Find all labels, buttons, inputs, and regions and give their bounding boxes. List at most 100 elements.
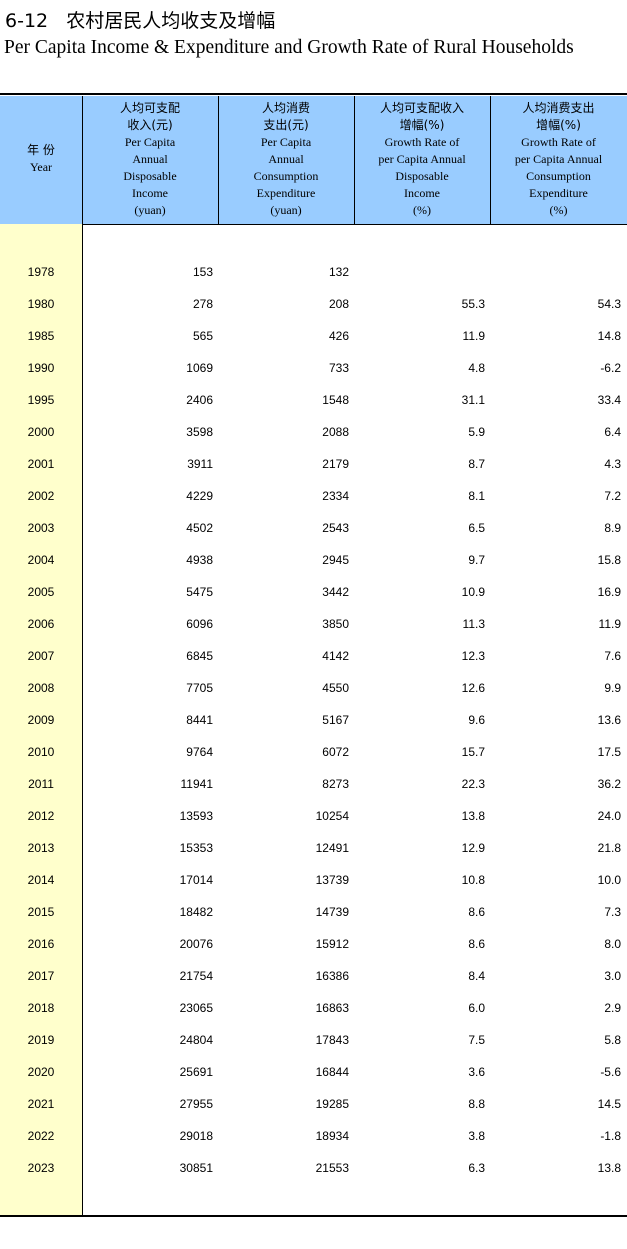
consumption-expenditure-cell: 3442 — [322, 585, 349, 599]
year-cell: 1978 — [27, 265, 55, 279]
table-row: 2014 17014 13739 10.8 10.0 — [0, 864, 627, 896]
income-growth-cell: 12.6 — [461, 681, 485, 695]
header-text: Expenditure — [529, 186, 588, 200]
year-cell: 2000 — [27, 425, 55, 439]
consumption-expenditure-cell: 16844 — [315, 1065, 349, 1079]
header-text: Per Capita — [124, 135, 176, 149]
consumption-expenditure-cell: 4550 — [322, 681, 349, 695]
consumption-expenditure-cell: 5167 — [322, 713, 349, 727]
disposable-income-cell: 2406 — [186, 393, 213, 407]
consumption-expenditure-cell: 16386 — [315, 969, 349, 983]
header-divider — [218, 96, 219, 224]
disposable-income-cell: 3911 — [187, 457, 213, 471]
table-row: 2019 24804 17843 7.5 5.8 — [0, 1024, 627, 1056]
header-text: 支出(元) — [263, 118, 309, 132]
income-growth-cell: 8.1 — [468, 489, 485, 503]
table-row: 2020 25691 16844 3.6 -5.6 — [0, 1056, 627, 1088]
expenditure-growth-cell: -1.8 — [600, 1129, 621, 1143]
table-title-chinese: 6-12 农村居民人均收支及增幅 — [5, 6, 275, 33]
disposable-income-cell: 18482 — [179, 905, 213, 919]
income-growth-cell: 10.9 — [461, 585, 485, 599]
expenditure-growth-cell: 13.8 — [597, 1161, 621, 1175]
table-row: 2015 18482 14739 8.6 7.3 — [0, 896, 627, 928]
consumption-expenditure-cell: 21553 — [315, 1161, 349, 1175]
year-cell: 2001 — [27, 457, 55, 471]
header-text: Disposable — [395, 169, 449, 183]
disposable-income-cell: 1069 — [186, 361, 213, 375]
consumption-expenditure-cell: 2945 — [322, 553, 349, 567]
header-text: 人均可支配 — [119, 101, 180, 115]
consumption-expenditure-cell: 2334 — [322, 489, 349, 503]
table-title-cn-text: 农村居民人均收支及增幅 — [66, 10, 276, 32]
year-cell: 2007 — [27, 649, 55, 663]
header-text: Growth Rate of — [521, 135, 596, 149]
income-growth-cell: 12.3 — [461, 649, 485, 663]
expenditure-growth-cell: 7.6 — [604, 649, 621, 663]
expenditure-growth-cell: 3.0 — [604, 969, 621, 983]
income-growth-cell: 10.8 — [461, 873, 485, 887]
income-growth-cell: 8.4 — [468, 969, 485, 983]
header-text: Annual — [268, 152, 304, 166]
disposable-income-cell: 278 — [192, 297, 213, 311]
income-growth-cell: 11.9 — [462, 329, 485, 343]
header-text: 增幅(%) — [399, 118, 445, 132]
consumption-expenditure-cell: 2179 — [322, 457, 349, 471]
table-row: 2016 20076 15912 8.6 8.0 — [0, 928, 627, 960]
year-cell: 2013 — [27, 841, 55, 855]
year-cell: 1990 — [27, 361, 55, 375]
header-text: Disposable — [123, 169, 177, 183]
consumption-expenditure-cell: 16863 — [315, 1001, 349, 1015]
table-number: 6-12 — [5, 10, 49, 32]
table-row: 2023 30851 21553 6.3 13.8 — [0, 1152, 627, 1184]
table-row: 2005 5475 3442 10.9 16.9 — [0, 576, 627, 608]
consumption-expenditure-cell: 8273 — [322, 777, 349, 791]
disposable-income-cell: 4502 — [186, 521, 213, 535]
expenditure-growth-cell: 8.9 — [604, 521, 621, 535]
disposable-income-cell: 4938 — [186, 553, 213, 567]
expenditure-growth-cell: 21.8 — [597, 841, 621, 855]
header-text: 人均可支配收入 — [379, 101, 464, 115]
disposable-income-cell: 8441 — [186, 713, 213, 727]
table-row: 2010 9764 6072 15.7 17.5 — [0, 736, 627, 768]
table-row: 2021 27955 19285 8.8 14.5 — [0, 1088, 627, 1120]
consumption-expenditure-cell: 12491 — [315, 841, 349, 855]
consumption-expenditure-cell: 1548 — [322, 393, 349, 407]
disposable-income-cell: 21754 — [179, 969, 213, 983]
year-cell: 2018 — [27, 1001, 55, 1015]
expenditure-growth-cell: 11.9 — [598, 617, 621, 631]
disposable-income-cell: 25691 — [179, 1065, 213, 1079]
income-growth-cell: 13.8 — [461, 809, 485, 823]
expenditure-growth-cell: 14.5 — [597, 1097, 621, 1111]
year-cell: 2020 — [27, 1065, 55, 1079]
income-growth-cell: 12.9 — [461, 841, 485, 855]
expenditure-growth-cell: 8.0 — [604, 937, 621, 951]
disposable-income-cell: 29018 — [179, 1129, 213, 1143]
disposable-income-cell: 7705 — [186, 681, 213, 695]
table-header: 年 份 Year 人均可支配 收入(元) Per Capita Annual D… — [0, 96, 627, 224]
year-cell: 1985 — [27, 329, 55, 343]
header-text: Annual — [132, 152, 168, 166]
expenditure-growth-cell: 6.4 — [604, 425, 621, 439]
header-divider — [354, 96, 355, 224]
year-cell: 2008 — [27, 681, 55, 695]
header-text: Growth Rate of — [384, 135, 460, 149]
table-row: 1990 1069 733 4.8 -6.2 — [0, 352, 627, 384]
expenditure-growth-cell: 5.8 — [604, 1033, 621, 1047]
expenditure-growth-cell: -6.2 — [600, 361, 621, 375]
income-growth-cell: 4.8 — [468, 361, 485, 375]
table-row: 2011 11941 8273 22.3 36.2 — [0, 768, 627, 800]
year-cell: 2005 — [27, 585, 55, 599]
disposable-income-cell: 565 — [192, 329, 213, 343]
table-row: 2017 21754 16386 8.4 3.0 — [0, 960, 627, 992]
expenditure-growth-cell: 36.2 — [597, 777, 621, 791]
year-cell: 2015 — [27, 905, 55, 919]
expenditure-growth-cell: 4.3 — [604, 457, 621, 471]
table-row: 2002 4229 2334 8.1 7.2 — [0, 480, 627, 512]
consumption-expenditure-cell: 13739 — [315, 873, 349, 887]
year-column-background — [0, 224, 82, 1215]
consumption-expenditure-cell: 426 — [328, 329, 349, 343]
income-growth-cell: 22.3 — [461, 777, 485, 791]
header-consumption-expenditure: 人均消费 支出(元) Per Capita Annual Consumption… — [218, 96, 354, 224]
income-growth-cell: 15.7 — [461, 745, 485, 759]
expenditure-growth-cell: 17.5 — [597, 745, 621, 759]
